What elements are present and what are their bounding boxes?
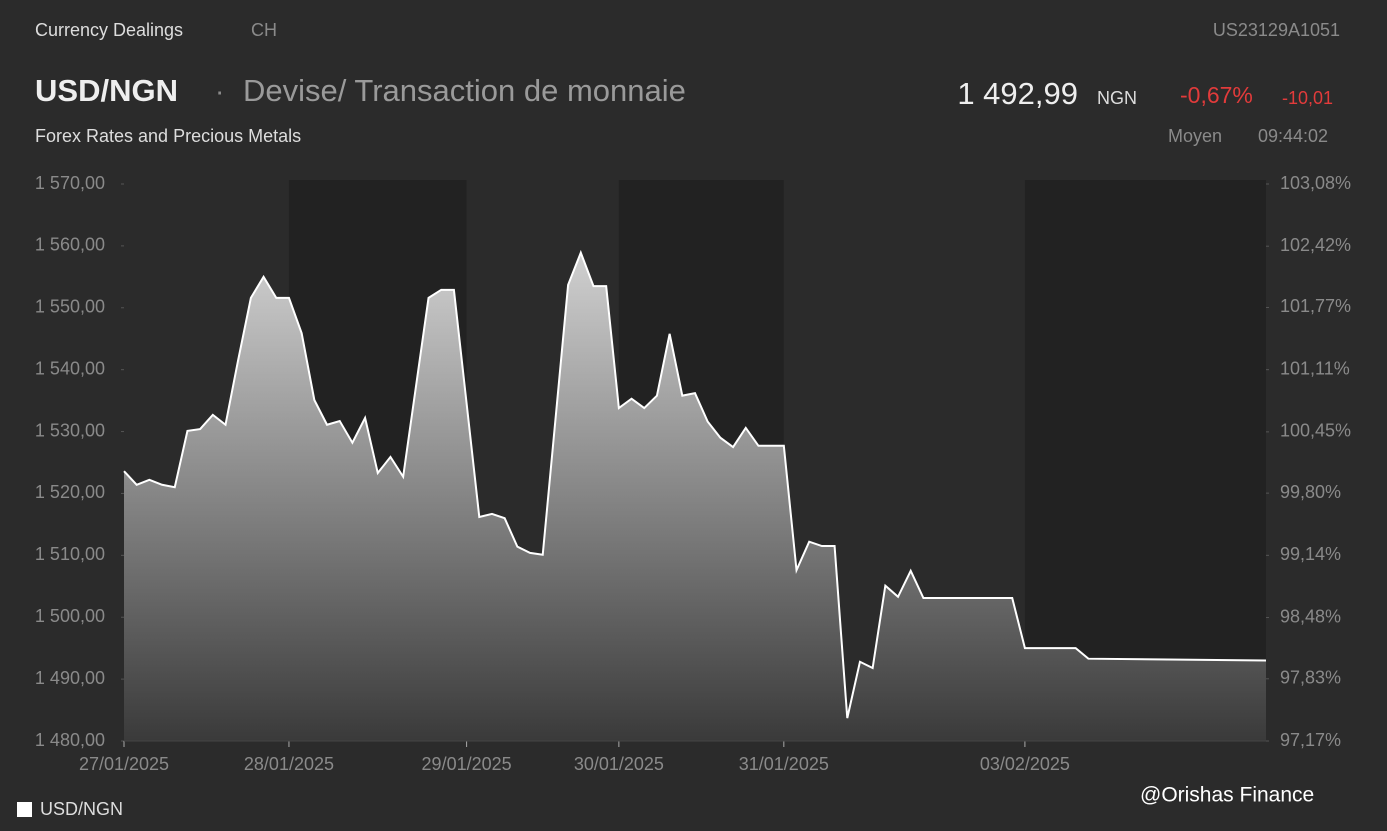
category: Forex Rates and Precious Metals	[35, 126, 301, 146]
isin: US23129A1051	[1213, 20, 1340, 40]
y2-tick-label: 101,11%	[1280, 358, 1350, 378]
y2-tick-label: 100,45%	[1280, 421, 1351, 441]
y-tick-label: 1 570,00	[35, 173, 105, 193]
y-tick-label: 1 500,00	[35, 606, 105, 626]
area	[124, 252, 1266, 742]
legend-label: USD/NGN	[40, 799, 123, 819]
x-tick-label: 03/02/2025	[980, 754, 1070, 774]
change-pct: -0,67%	[1180, 82, 1253, 108]
y-tick-label: 1 560,00	[35, 235, 105, 255]
source: Currency Dealings	[35, 20, 183, 40]
x-tick-label: 27/01/2025	[79, 754, 169, 774]
price: 1 492,99	[957, 76, 1078, 111]
legend-swatch	[17, 802, 32, 817]
y-tick-label: 1 520,00	[35, 482, 105, 502]
x-tick-label: 31/01/2025	[739, 754, 829, 774]
price-type: Moyen	[1168, 126, 1222, 146]
watermark: @Orishas Finance	[1140, 784, 1314, 807]
y2-tick-label: 98,48%	[1280, 606, 1341, 626]
y-tick-label: 1 540,00	[35, 358, 105, 378]
line	[123, 249, 1267, 719]
x-tick-label: 29/01/2025	[422, 754, 512, 774]
currency: NGN	[1097, 88, 1137, 108]
y2-tick-label: 103,08%	[1280, 173, 1351, 193]
y-tick-label: 1 530,00	[35, 420, 105, 440]
description: Devise/ Transaction de monnaie	[243, 73, 686, 108]
y-tick-label: 1 550,00	[35, 297, 105, 317]
y2-tick-label: 102,42%	[1280, 235, 1351, 255]
y2-tick-label: 97,17%	[1280, 730, 1341, 750]
exchange: CH	[251, 20, 277, 40]
y-tick-label: 1 510,00	[35, 544, 105, 564]
y2-tick-label: 99,80%	[1280, 482, 1341, 502]
change-abs: -10,01	[1282, 88, 1333, 108]
y-tick-label: 1 490,00	[35, 668, 105, 688]
separator: ·	[215, 75, 224, 106]
y2-tick-label: 101,77%	[1280, 296, 1351, 316]
y-tick-label: 1 480,00	[35, 730, 105, 750]
x-tick-label: 30/01/2025	[574, 754, 664, 774]
x-tick-label: 28/01/2025	[244, 754, 334, 774]
y2-tick-label: 99,14%	[1280, 544, 1341, 564]
symbol: USD/NGN	[35, 73, 178, 108]
y2-tick-label: 97,83%	[1280, 668, 1341, 688]
time: 09:44:02	[1258, 126, 1328, 146]
